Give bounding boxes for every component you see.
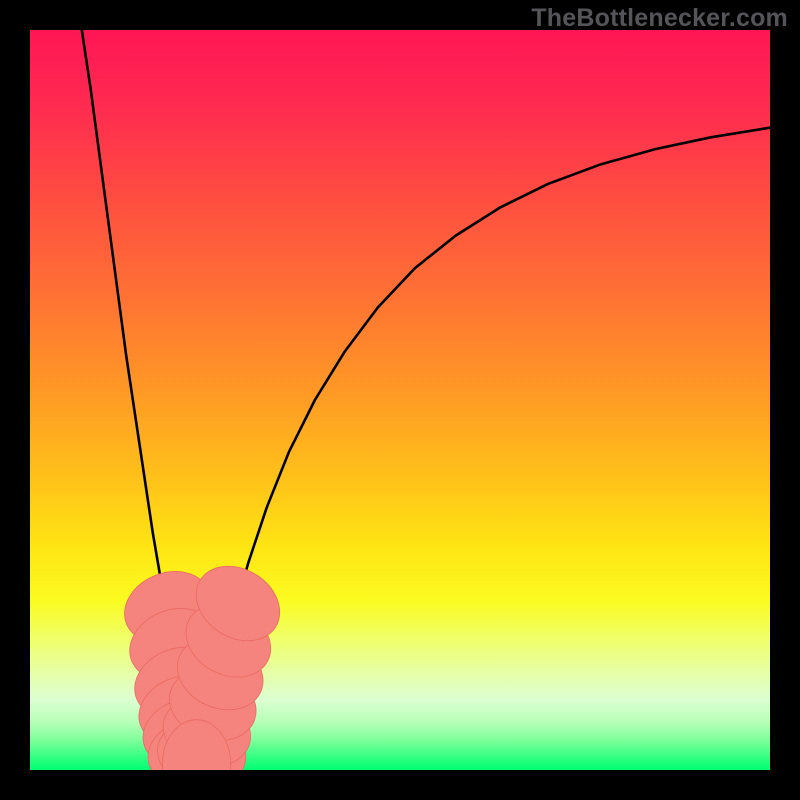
right-curve: [197, 128, 771, 766]
plot-area: [30, 30, 770, 770]
marker-group: [114, 551, 294, 770]
chart-frame: TheBottlenecker.com: [0, 0, 800, 800]
chart-svg: [30, 30, 770, 770]
attribution-text: TheBottlenecker.com: [531, 4, 788, 33]
